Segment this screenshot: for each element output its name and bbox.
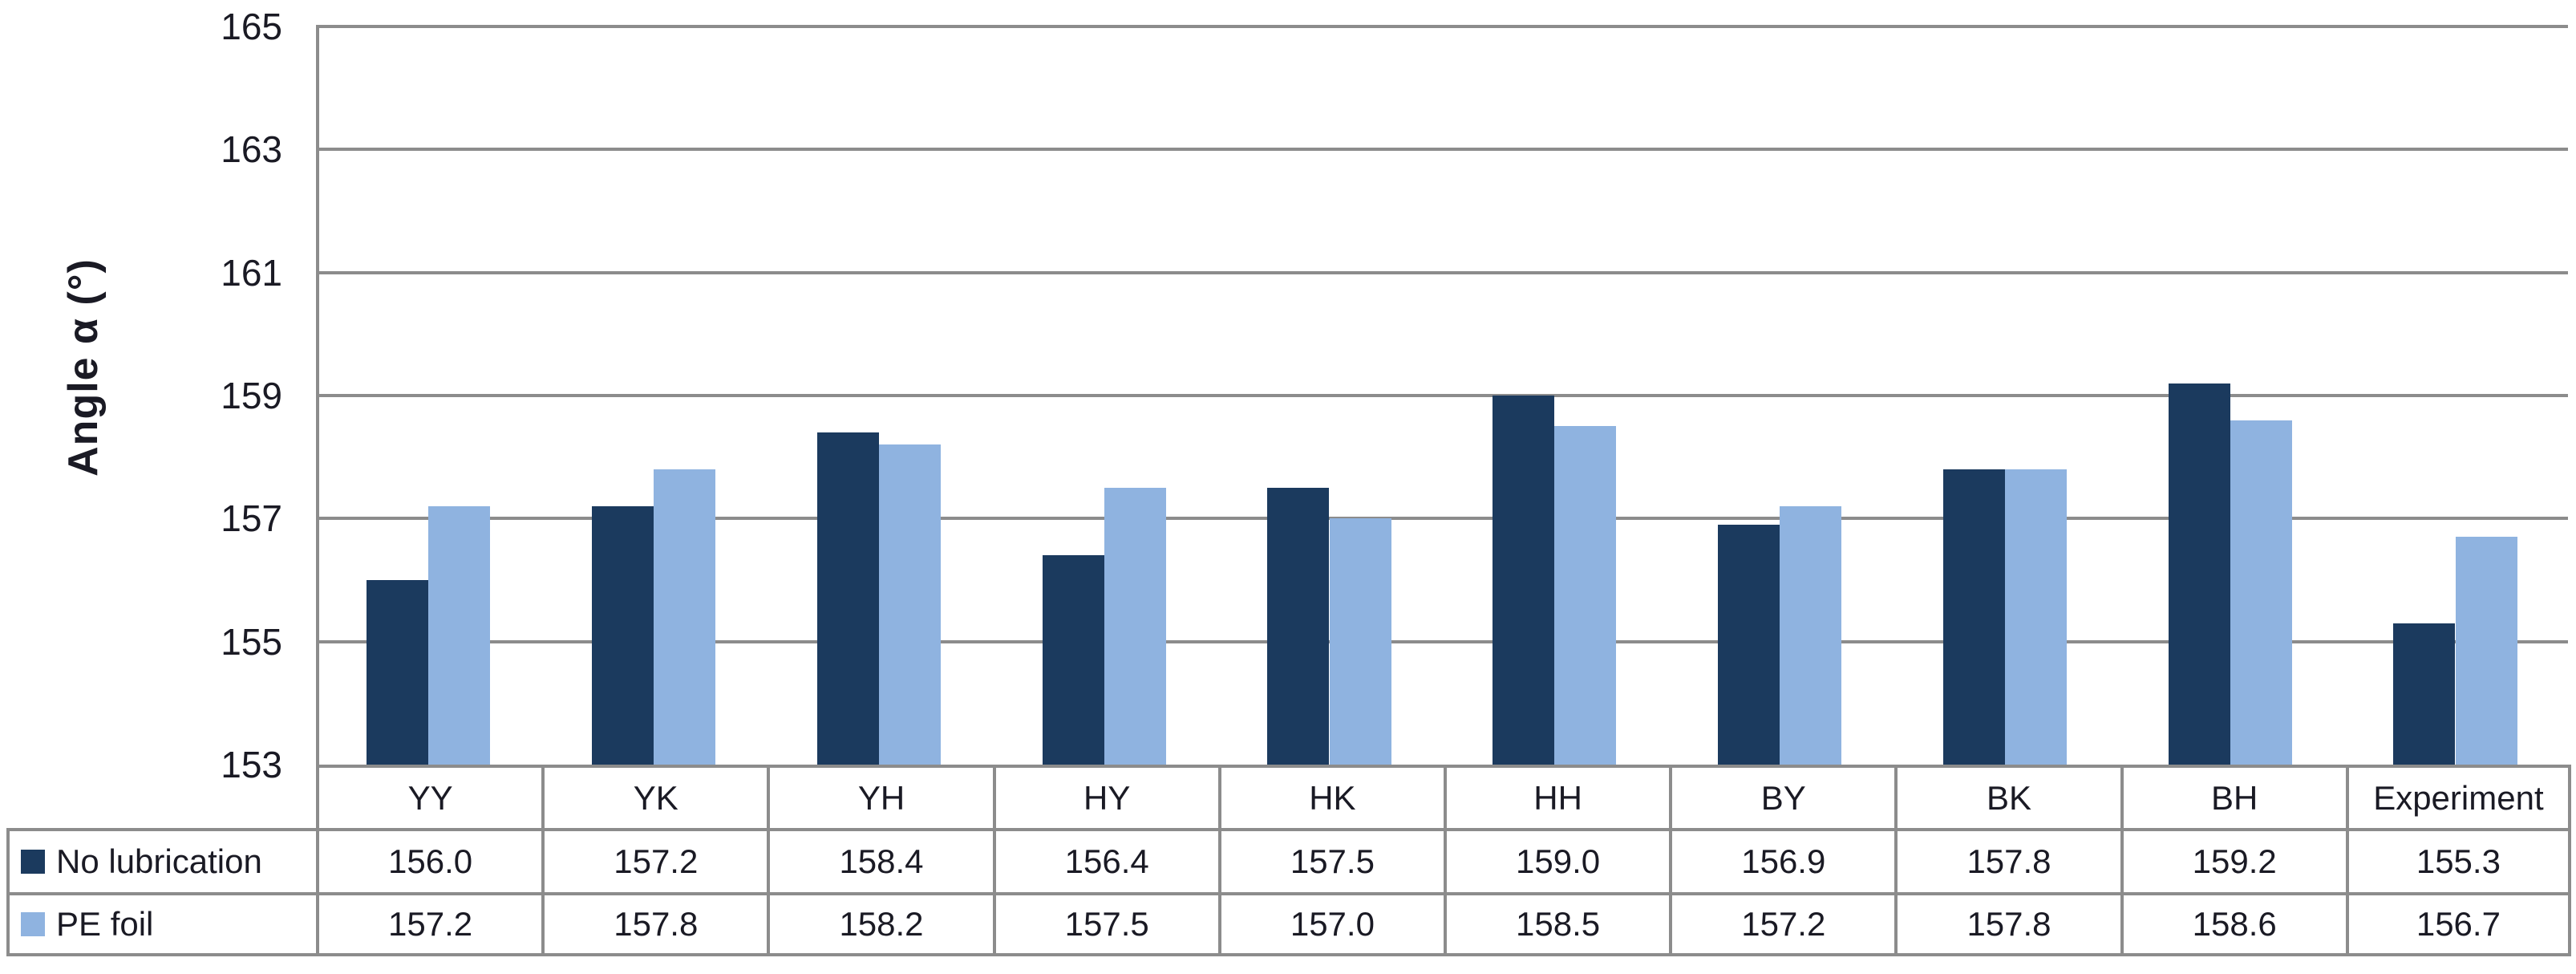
category-header-bh: BH xyxy=(2120,765,2346,828)
bar-pe-foil-bh xyxy=(2230,420,2292,765)
category-header-bk: BK xyxy=(1894,765,2120,828)
legend-swatch-pe-foil xyxy=(21,912,45,936)
category-header-by: BY xyxy=(1669,765,1895,828)
value-no-lubrication-bh: 159.2 xyxy=(2120,828,2346,892)
bar-no-lubrication-yh xyxy=(817,432,879,765)
bar-no-lubrication-experiment xyxy=(2393,623,2455,765)
bar-no-lubrication-hy xyxy=(1043,555,1104,765)
gridline-163 xyxy=(316,148,2568,152)
legend-label-pe-foil: PE foil xyxy=(56,905,154,943)
gridline-165 xyxy=(316,25,2568,28)
gridline-161 xyxy=(316,270,2568,274)
value-no-lubrication-hy: 156.4 xyxy=(992,828,1218,892)
legend-label-no-lubrication: No lubrication xyxy=(56,842,262,880)
value-pe-foil-bh: 158.6 xyxy=(2120,892,2346,956)
gridline-157 xyxy=(316,517,2568,521)
bar-pe-foil-by xyxy=(1780,506,1841,765)
y-tick-label-163: 163 xyxy=(221,128,282,171)
bar-no-lubrication-hh xyxy=(1493,396,1554,765)
y-tick-label-155: 155 xyxy=(221,620,282,663)
bar-no-lubrication-yy xyxy=(367,580,428,765)
gridline-159 xyxy=(316,394,2568,397)
value-pe-foil-bk: 157.8 xyxy=(1894,892,2120,956)
value-no-lubrication-yy: 156.0 xyxy=(316,828,542,892)
category-header-hk: HK xyxy=(1217,765,1444,828)
category-header-yk: YK xyxy=(541,765,768,828)
bar-no-lubrication-bk xyxy=(1943,469,2005,765)
value-pe-foil-experiment: 156.7 xyxy=(2345,892,2571,956)
value-pe-foil-hy: 157.5 xyxy=(992,892,1218,956)
category-header-hy: HY xyxy=(992,765,1218,828)
value-no-lubrication-by: 156.9 xyxy=(1669,828,1895,892)
value-no-lubrication-yh: 158.4 xyxy=(767,828,993,892)
bar-no-lubrication-yk xyxy=(592,506,654,765)
category-header-hh: HH xyxy=(1444,765,1670,828)
y-tick-label-159: 159 xyxy=(221,375,282,416)
y-axis-line xyxy=(316,26,319,768)
y-tick-label-165: 165 xyxy=(221,6,282,47)
value-no-lubrication-hk: 157.5 xyxy=(1217,828,1444,892)
value-pe-foil-by: 157.2 xyxy=(1669,892,1895,956)
value-pe-foil-yk: 157.8 xyxy=(541,892,768,956)
value-pe-foil-yy: 157.2 xyxy=(316,892,542,956)
bars-layer xyxy=(316,26,2568,765)
y-tick-label-161: 161 xyxy=(221,251,282,294)
y-tick-label-157: 157 xyxy=(221,497,282,540)
value-pe-foil-hk: 157.0 xyxy=(1217,892,1444,956)
bar-pe-foil-yk xyxy=(654,469,715,765)
bar-pe-foil-yh xyxy=(879,444,941,765)
bar-no-lubrication-by xyxy=(1718,525,1780,765)
value-no-lubrication-hh: 159.0 xyxy=(1444,828,1670,892)
bar-pe-foil-hk xyxy=(1330,518,1391,765)
legend-cell-no-lubrication: No lubrication xyxy=(6,828,316,892)
data-table: YY YK YH HY HK HH BY BK BH Experiment No lubricati… xyxy=(6,765,2571,956)
value-no-lubrication-bk: 157.8 xyxy=(1894,828,2120,892)
category-header-yh: YH xyxy=(767,765,993,828)
y-axis-title: Angle α (°) xyxy=(60,258,107,477)
value-pe-foil-yh: 158.2 xyxy=(767,892,993,956)
bar-no-lubrication-hk xyxy=(1267,488,1329,765)
y-tick-label-153: 153 xyxy=(221,744,282,785)
bar-pe-foil-hy xyxy=(1104,488,1166,765)
bar-pe-foil-experiment xyxy=(2456,537,2517,765)
bar-pe-foil-hh xyxy=(1554,426,1616,765)
category-header-yy: YY xyxy=(316,765,542,828)
bar-pe-foil-yy xyxy=(428,506,490,765)
value-no-lubrication-yk: 157.2 xyxy=(541,828,768,892)
legend-cell-pe-foil: PE foil xyxy=(6,892,316,956)
value-pe-foil-hh: 158.5 xyxy=(1444,892,1670,956)
category-header-experiment: Experiment xyxy=(2345,765,2571,828)
bar-pe-foil-bk xyxy=(2005,469,2067,765)
table-corner-blank xyxy=(6,765,316,828)
legend-swatch-no-lubrication xyxy=(21,850,45,874)
bar-no-lubrication-bh xyxy=(2169,384,2230,765)
value-no-lubrication-experiment: 155.3 xyxy=(2345,828,2571,892)
gridline-155 xyxy=(316,639,2568,643)
